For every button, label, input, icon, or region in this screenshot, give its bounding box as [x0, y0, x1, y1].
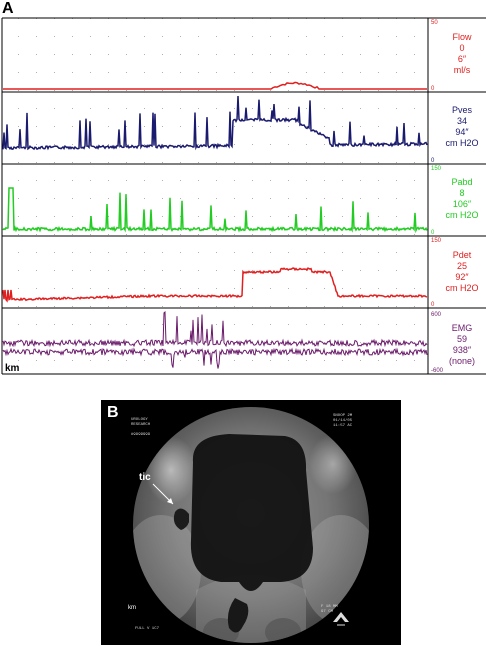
pdet-scale-top: 150	[431, 238, 442, 244]
overlay-bottom-right: F 18 MM 97 CM	[321, 605, 338, 614]
pabd-scale-bottom: 0	[431, 230, 435, 236]
flow-scale: 6″	[458, 54, 467, 64]
pdet-trace	[2, 267, 428, 303]
overlay-top-right: SNOOP 2M 01/14/05 11:57 AC	[333, 414, 353, 428]
emg-name: EMG	[452, 323, 473, 333]
emg-label-group: EMG 59 938″ (none)	[449, 323, 475, 366]
overlay-top-left: UROLOGY RESEARCH #9999999	[131, 418, 151, 437]
pdet-value: 25	[457, 261, 467, 271]
pdet-name: Pdet	[453, 250, 472, 260]
flow-trace	[3, 81, 427, 90]
event-marker-km: km	[5, 363, 20, 374]
urodynamic-tracing: 50 0 0 150 0 150 0 600 -600 Flow 0 6″ ml…	[1, 17, 486, 375]
pdet-unit: cm H2O	[445, 283, 478, 293]
emg-scale-bottom: -600	[431, 368, 444, 374]
emg-scale: 938″	[453, 345, 472, 355]
panel-a-label: A	[2, 0, 14, 17]
flow-scale-top: 50	[431, 20, 438, 26]
pves-scale: 94″	[455, 127, 469, 137]
pves-unit: cm H2O	[445, 138, 478, 148]
tic-label: tic	[139, 472, 151, 483]
trace-pves-line	[2, 95, 428, 151]
trace-emg-line	[2, 311, 428, 348]
emg-scale-top: 600	[431, 312, 442, 318]
emg-unit: (none)	[449, 356, 475, 366]
pabd-trace	[2, 187, 428, 234]
pabd-label-group: Pabd 8 106″ cm H2O	[445, 177, 478, 220]
km-marker-b: km	[128, 605, 136, 611]
pabd-unit: cm H2O	[445, 210, 478, 220]
pabd-name: Pabd	[451, 177, 472, 187]
fluoroscopy-view	[133, 407, 369, 643]
flow-unit: ml/s	[454, 65, 471, 75]
pdet-scale: 92″	[455, 272, 469, 282]
pabd-scale: 106″	[453, 199, 472, 209]
pves-value: 34	[457, 116, 467, 126]
tic-outpouching	[173, 508, 189, 530]
flow-name: Flow	[452, 32, 472, 42]
panel-b-label: B	[107, 404, 119, 421]
pdet-scale-bottom: 0	[431, 302, 435, 308]
pves-name: Pves	[452, 105, 473, 115]
bladder-contrast	[190, 434, 313, 582]
urethra-contrast	[227, 598, 249, 633]
flow-label-group: Flow 0 6″ ml/s	[452, 32, 472, 75]
fluoroscopy-image: UROLOGY RESEARCH #9999999 SNOOP 2M 01/14…	[101, 400, 401, 645]
flow-value: 0	[459, 43, 464, 53]
pves-label-group: Pves 34 94″ cm H2O	[445, 105, 478, 148]
flow-scale-bottom: 0	[431, 86, 435, 92]
trace-pdet-line	[2, 267, 428, 303]
pdet-label-group: Pdet 25 92″ cm H2O	[445, 250, 478, 293]
trace-pabd-line	[2, 187, 428, 234]
pves-trace	[2, 95, 428, 151]
trace-emg-line	[2, 347, 428, 369]
trace-flow-line	[3, 81, 427, 90]
orientation-marker-icon	[333, 612, 349, 622]
emg-trace	[2, 311, 428, 369]
pabd-scale-top: 150	[431, 166, 442, 172]
pabd-value: 8	[459, 188, 464, 198]
emg-value: 59	[457, 334, 467, 344]
pves-scale-bottom: 0	[431, 158, 435, 164]
overlay-bottom-left: FULL V 1C7	[135, 627, 160, 631]
